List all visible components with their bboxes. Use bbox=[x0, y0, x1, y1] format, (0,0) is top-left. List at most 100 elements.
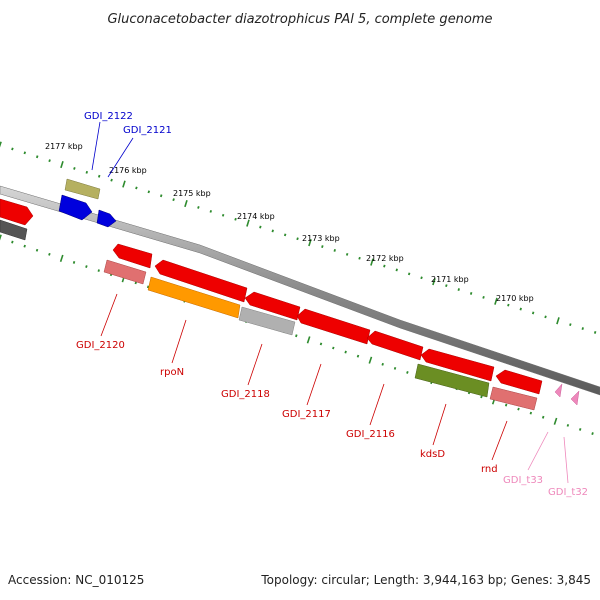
minor-tick bbox=[97, 174, 101, 178]
gene-arrow-gdi-2122[interactable] bbox=[64, 178, 101, 200]
minor-tick bbox=[35, 155, 39, 159]
kbp-label: 2172 kbp bbox=[366, 254, 404, 263]
gene-label[interactable]: GDI_2120 bbox=[76, 340, 125, 351]
minor-tick bbox=[566, 423, 570, 427]
minor-tick bbox=[135, 186, 138, 190]
major-tick bbox=[184, 199, 188, 208]
minor-tick bbox=[159, 194, 163, 198]
minor-tick bbox=[406, 371, 409, 374]
kbp-label: 2175 kbp bbox=[173, 189, 211, 198]
minor-tick bbox=[271, 229, 274, 233]
minor-tick bbox=[234, 217, 237, 221]
accession-text: Accession: NC_010125 bbox=[8, 573, 145, 587]
gene-arrow-kdsd[interactable] bbox=[420, 348, 495, 382]
minor-tick bbox=[147, 190, 151, 194]
gene-label[interactable]: GDI_2121 bbox=[123, 125, 172, 136]
minor-tick bbox=[35, 248, 39, 252]
minor-tick bbox=[146, 285, 150, 289]
minor-tick bbox=[578, 428, 582, 431]
gene-arrow-kdsd[interactable] bbox=[414, 363, 490, 398]
gene-arrow-gdi-2117[interactable] bbox=[296, 308, 371, 345]
minor-tick bbox=[85, 265, 88, 268]
gene-label[interactable]: GDI_2118 bbox=[221, 389, 270, 400]
minor-tick bbox=[110, 178, 113, 182]
gene-arrow-gdi-2121[interactable] bbox=[96, 209, 117, 228]
minor-tick bbox=[345, 252, 349, 256]
minor-tick bbox=[295, 334, 298, 338]
gene-arrow-rpon[interactable] bbox=[147, 276, 241, 319]
gene-label[interactable]: rnd bbox=[481, 464, 498, 475]
major-tick bbox=[0, 141, 2, 148]
major-tick bbox=[368, 356, 373, 364]
genome-backbone bbox=[0, 185, 600, 396]
gene-arrow-gdi-2116[interactable] bbox=[366, 330, 424, 361]
gene-label[interactable]: kdsD bbox=[420, 449, 445, 460]
outer-tick-track bbox=[0, 141, 597, 334]
minor-tick bbox=[358, 256, 361, 260]
major-tick bbox=[59, 254, 64, 262]
minor-tick bbox=[569, 323, 572, 327]
gene-arrow[interactable] bbox=[0, 198, 34, 226]
minor-tick bbox=[407, 272, 411, 276]
minor-tick bbox=[259, 225, 262, 229]
genome-summary-text: Topology: circular; Length: 3,944,163 bp… bbox=[261, 573, 591, 587]
minor-tick bbox=[541, 415, 545, 419]
gene-arrow-rnd[interactable] bbox=[489, 386, 538, 411]
minor-tick bbox=[519, 307, 522, 311]
minor-tick bbox=[507, 303, 510, 307]
minor-tick bbox=[283, 233, 287, 237]
major-tick bbox=[246, 219, 250, 227]
gene-arrow-gdi-2118[interactable] bbox=[244, 291, 301, 321]
minor-tick bbox=[85, 170, 89, 174]
gene-arrow-gdi-t32[interactable] bbox=[570, 390, 580, 406]
major-tick bbox=[122, 180, 126, 188]
minor-tick bbox=[23, 151, 27, 155]
minor-tick bbox=[529, 411, 533, 415]
gene-label[interactable]: GDI_t32 bbox=[548, 487, 588, 498]
major-tick bbox=[556, 317, 560, 325]
kbp-label: 2171 kbp bbox=[431, 275, 469, 284]
minor-tick bbox=[344, 350, 347, 354]
gene-arrow-gdi-2120[interactable] bbox=[112, 243, 153, 269]
gene-arrow-rpon[interactable] bbox=[154, 259, 248, 303]
minor-tick bbox=[393, 366, 397, 370]
gene-arrow-gdi-2121[interactable] bbox=[58, 194, 93, 221]
label-leader-lines bbox=[91, 121, 569, 484]
minor-tick bbox=[197, 206, 200, 209]
gene-label[interactable]: GDI_t33 bbox=[503, 475, 543, 486]
kbp-label: 2174 kbp bbox=[237, 212, 275, 221]
major-tick bbox=[60, 160, 64, 169]
minor-tick bbox=[48, 252, 51, 256]
major-tick bbox=[370, 258, 374, 266]
feature-track bbox=[0, 178, 580, 411]
gene-label[interactable]: GDI_2116 bbox=[346, 429, 395, 440]
gene-label[interactable]: GDI_2117 bbox=[282, 409, 331, 420]
gene-label[interactable]: GDI_2122 bbox=[84, 111, 133, 122]
major-tick bbox=[432, 278, 436, 286]
minor-tick bbox=[221, 213, 225, 217]
minor-tick bbox=[531, 311, 535, 315]
map-title: Gluconacetobacter diazotrophicus PAl 5, … bbox=[107, 12, 492, 27]
minor-tick bbox=[11, 240, 14, 244]
minor-tick bbox=[381, 362, 384, 366]
minor-tick bbox=[445, 284, 448, 288]
inner-tick-track bbox=[0, 234, 594, 435]
gene-arrow-rnd[interactable] bbox=[495, 369, 543, 395]
minor-tick bbox=[591, 432, 594, 435]
gene-arrow-gdi-2118[interactable] bbox=[238, 306, 296, 336]
gene-arrow[interactable] bbox=[0, 219, 28, 241]
minor-tick bbox=[480, 395, 483, 399]
minor-tick bbox=[457, 288, 460, 291]
minor-tick bbox=[504, 403, 508, 407]
minor-tick bbox=[593, 331, 597, 334]
minor-tick bbox=[333, 249, 336, 252]
major-tick bbox=[0, 234, 2, 241]
major-tick bbox=[308, 239, 312, 247]
minor-tick bbox=[321, 245, 324, 248]
major-tick bbox=[306, 336, 311, 344]
gene-labels: GDI_2122 GDI_2121 GDI_2120 rpoN GDI_2118… bbox=[76, 111, 588, 498]
minor-tick bbox=[544, 315, 547, 319]
gene-arrow-gdi-2120[interactable] bbox=[103, 259, 147, 285]
gene-arrow-gdi-t33[interactable] bbox=[554, 383, 563, 398]
gene-label[interactable]: rpoN bbox=[160, 367, 184, 378]
